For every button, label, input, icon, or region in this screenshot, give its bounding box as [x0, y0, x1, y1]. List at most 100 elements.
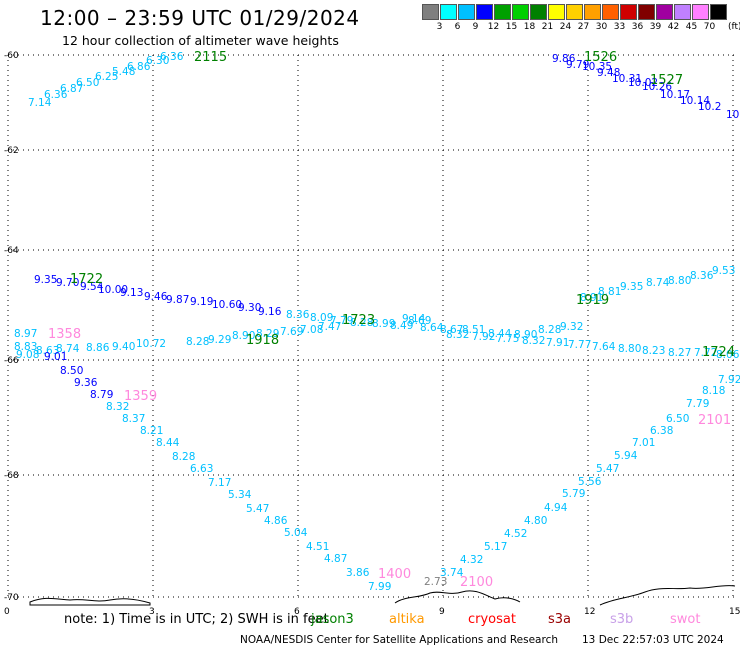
legend-tick: 12	[487, 22, 500, 32]
swh-value: 8.18	[702, 385, 725, 397]
swh-value: 9.19	[190, 296, 213, 308]
swh-value: 6.38	[650, 425, 673, 437]
swh-value: 5.56	[578, 476, 602, 488]
swh-value: 7.79	[686, 398, 709, 410]
credit-text: NOAA/NESDIS Center for Satellite Applica…	[240, 634, 558, 646]
swh-value: 8.97	[14, 328, 37, 340]
swh-value: 10.17	[660, 89, 690, 101]
satellite-name: s3b	[610, 612, 634, 627]
legend-tick: 21	[541, 22, 554, 32]
legend-tick: 27	[577, 22, 590, 32]
swh-value: 5.48	[112, 66, 135, 78]
swh-value: 8.32	[522, 335, 545, 347]
satellite-name: swot	[670, 612, 701, 627]
swh-value: 9.70	[56, 277, 79, 289]
swh-value: 9.87	[166, 294, 189, 306]
legend-swatch	[638, 4, 655, 20]
swh-value: 7.08	[300, 324, 323, 336]
swh-value: 9.35	[620, 281, 643, 293]
swh-value: 7.64	[592, 341, 616, 353]
swh-value: 9.01	[44, 351, 67, 363]
swh-value: 8.91	[580, 292, 603, 304]
swh-value: 8.74	[646, 277, 670, 289]
legend-swatch	[458, 4, 475, 20]
swh-value: 9.46	[144, 291, 168, 303]
swh-value: 10.00	[98, 284, 128, 296]
swh-value: 8.09	[310, 312, 333, 324]
timestamp-text: 13 Dec 22:57:03 UTC 2024	[582, 634, 724, 646]
swh-value: 8.63	[36, 345, 59, 357]
swh-value: 8.90	[232, 330, 255, 342]
swh-value: 10.26	[642, 81, 672, 93]
swh-value: 6.36	[44, 89, 68, 101]
swh-value: 8.27	[668, 347, 691, 359]
swh-value: 6.30	[146, 55, 169, 67]
legend-tick: 30	[595, 22, 608, 32]
swh-value: 6.36	[160, 51, 184, 63]
swh-value: 8.36	[286, 309, 310, 321]
swh-value: 6.86	[127, 61, 151, 73]
swh-value: 5.47	[246, 503, 269, 515]
swh-value: 9.08	[16, 349, 39, 361]
legend-tick: 36	[631, 22, 644, 32]
swh-value: 8.50	[60, 365, 83, 377]
page-subtitle: 12 hour collection of altimeter wave hei…	[62, 33, 339, 48]
swh-value: 7.91	[546, 337, 569, 349]
pass-marker: 1724	[702, 345, 735, 360]
swh-value: 4.51	[306, 541, 329, 553]
swh-value: 8.44	[156, 437, 180, 449]
y-tick-label: -60	[4, 51, 19, 61]
legend-tick: 15	[505, 22, 518, 32]
swh-value: 8.36	[690, 270, 714, 282]
swh-value: 7.77	[568, 339, 591, 351]
y-tick-label: -62	[4, 146, 19, 156]
swh-value: 9.48	[597, 67, 620, 79]
swh-value: 8.81	[598, 286, 621, 298]
swh-value: 6.63	[190, 463, 213, 475]
swh-value: 8.69	[408, 315, 431, 327]
swh-value: 8.86	[86, 342, 110, 354]
coastline	[394, 590, 521, 604]
swh-value: 10.72	[136, 338, 166, 350]
swh-value: 8.49	[390, 320, 413, 332]
swh-value: 9.35	[34, 274, 57, 286]
swh-value: 8.80	[668, 275, 691, 287]
swh-value: 4.87	[324, 553, 347, 565]
legend-swatch	[566, 4, 583, 20]
pass-marker: 1527	[650, 73, 683, 88]
x-tick-label: 6	[294, 607, 300, 617]
swh-value: 8.67	[440, 324, 463, 336]
swh-value: 6.25	[95, 71, 118, 83]
pass-marker: 1918	[246, 333, 279, 348]
swh-value: 4.52	[504, 528, 527, 540]
swh-value: 9.86	[552, 53, 576, 65]
pass-marker: 1919	[576, 293, 609, 308]
swh-value: 3.86	[346, 567, 370, 579]
swh-value: 9.13	[120, 287, 143, 299]
y-tick-label: -68	[4, 471, 19, 481]
swh-value: 8.23	[642, 345, 665, 357]
coastline	[29, 597, 151, 606]
swh-value: 6.50	[76, 77, 99, 89]
legend-swatch	[422, 4, 439, 20]
swh-value: 9.32	[560, 321, 583, 333]
swh-value: 8.83	[14, 341, 37, 353]
x-tick-label: 0	[4, 607, 10, 617]
swh-value: 4.86	[264, 515, 288, 527]
legend-tick: 42	[667, 22, 680, 32]
x-tick-label: 9	[439, 607, 445, 617]
swh-value: 8.29	[256, 328, 279, 340]
swh-value: 7.79	[330, 315, 353, 327]
x-tick-label: 12	[584, 607, 595, 617]
swh-value: 8.44	[488, 328, 512, 340]
swh-value: 8.28	[538, 324, 561, 336]
swh-value: 10.60	[212, 299, 242, 311]
swh-value: 10.2	[698, 101, 721, 113]
swh-value: 8.32	[446, 329, 469, 341]
swh-value: 4.94	[544, 502, 568, 514]
swh-value: 8.06	[716, 349, 740, 361]
swh-value: 2.73	[424, 576, 447, 588]
swh-value: 5.04	[284, 527, 308, 539]
